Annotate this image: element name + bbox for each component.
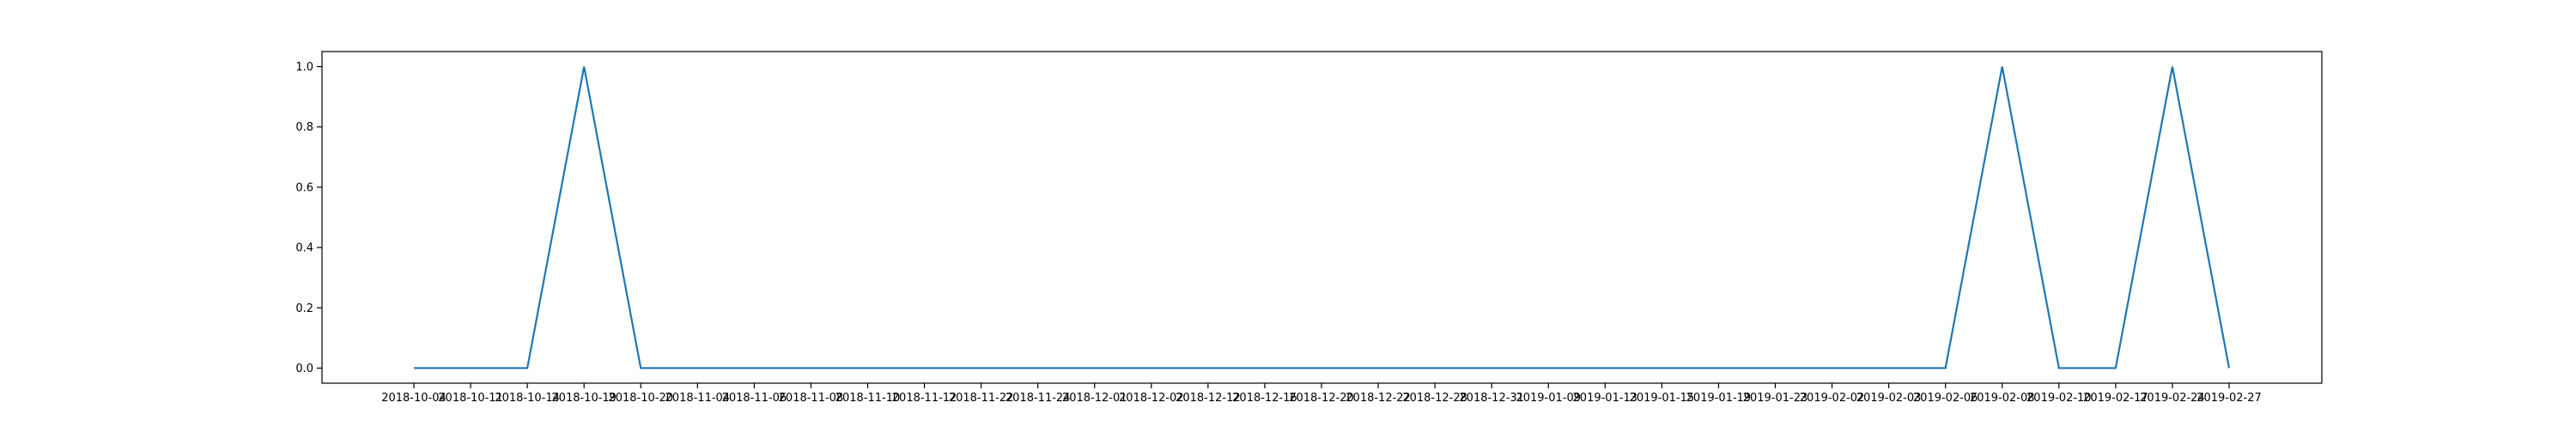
x-tick-label: 2019-02-27 [2196,392,2262,405]
data-point [1775,368,1777,369]
x-tick-label: 2018-12-01 [1062,392,1127,405]
y-tick-label: 0.8 [295,121,313,134]
x-tick-label: 2018-11-04 [665,392,731,405]
x-tick-label: 2018-12-20 [1289,392,1354,405]
data-point [1718,368,1720,369]
x-tick-label: 2018-11-10 [835,392,901,405]
series-line [414,66,2231,369]
data-point [697,368,699,369]
data-point [1207,368,1209,369]
plot-frame [321,51,2323,384]
x-tick-label: 2018-11-08 [779,392,844,405]
x-tick-label: 2019-01-23 [1743,392,1808,405]
x-tick-label: 2019-02-02 [1800,392,1865,405]
x-tick-label: 2019-02-24 [2140,392,2205,405]
data-point [470,368,471,369]
data-point [2115,368,2117,369]
x-tick-label: 2018-11-06 [722,392,787,405]
y-tick-label: 0.6 [295,181,313,194]
data-point [2228,368,2230,369]
data-point [526,368,528,369]
data-point [1377,368,1379,369]
data-point [1547,368,1549,369]
x-tick-label: 2019-02-10 [2026,392,2092,405]
data-point [1491,368,1492,369]
x-tick-label: 2019-01-13 [1573,392,1638,405]
x-tick-label: 2019-02-08 [1970,392,2035,405]
x-tick-label: 2018-10-14 [495,392,560,405]
data-point [1605,368,1607,369]
y-tick-label: 0.2 [295,302,313,315]
x-tick-label: 2019-02-06 [1913,392,1978,405]
x-tick-label: 2019-02-03 [1856,392,1922,405]
data-point [811,368,812,369]
data-point [1832,368,1833,369]
x-tick-label: 2018-12-12 [1176,392,1241,405]
x-tick-label: 2019-01-15 [1630,392,1695,405]
y-tick-label: 0.0 [295,363,313,375]
data-point [2172,66,2173,68]
x-tick-label: 2019-01-19 [1686,392,1752,405]
x-tick-label: 2018-10-04 [381,392,447,405]
y-tick-label: 0.4 [295,242,313,255]
data-point [1037,368,1039,369]
x-tick-label: 2018-12-28 [1402,392,1467,405]
x-tick-label: 2018-11-22 [949,392,1014,405]
x-tick-label: 2018-12-02 [1119,392,1184,405]
data-point [867,368,869,369]
data-point [924,368,926,369]
x-tick-label: 2018-12-16 [1232,392,1297,405]
x-tick-label: 2018-10-19 [551,392,617,405]
data-point [2058,368,2060,369]
x-tick-label: 2018-12-22 [1346,392,1411,405]
data-point [583,66,585,68]
data-point [1662,368,1663,369]
x-tick-label: 2018-11-12 [892,392,957,405]
data-point [1264,368,1266,369]
data-point [1434,368,1436,369]
x-tick-label: 2019-01-09 [1516,392,1581,405]
x-tick-label: 2018-12-31 [1459,392,1524,405]
x-tick-label: 2018-11-24 [1005,392,1071,405]
x-tick-label: 2019-02-17 [2083,392,2148,405]
data-point [2002,66,2003,68]
x-tick-label: 2018-10-20 [608,392,673,405]
x-tick-label: 2018-10-11 [438,392,503,405]
data-point [413,368,415,369]
data-point [1321,368,1322,369]
data-point [754,368,756,369]
data-point [640,368,641,369]
data-point [1888,368,1890,369]
data-point [1945,368,1947,369]
y-tick-label: 1.0 [295,61,313,74]
data-point [981,368,982,369]
data-point [1094,368,1096,369]
data-point [1151,368,1152,369]
